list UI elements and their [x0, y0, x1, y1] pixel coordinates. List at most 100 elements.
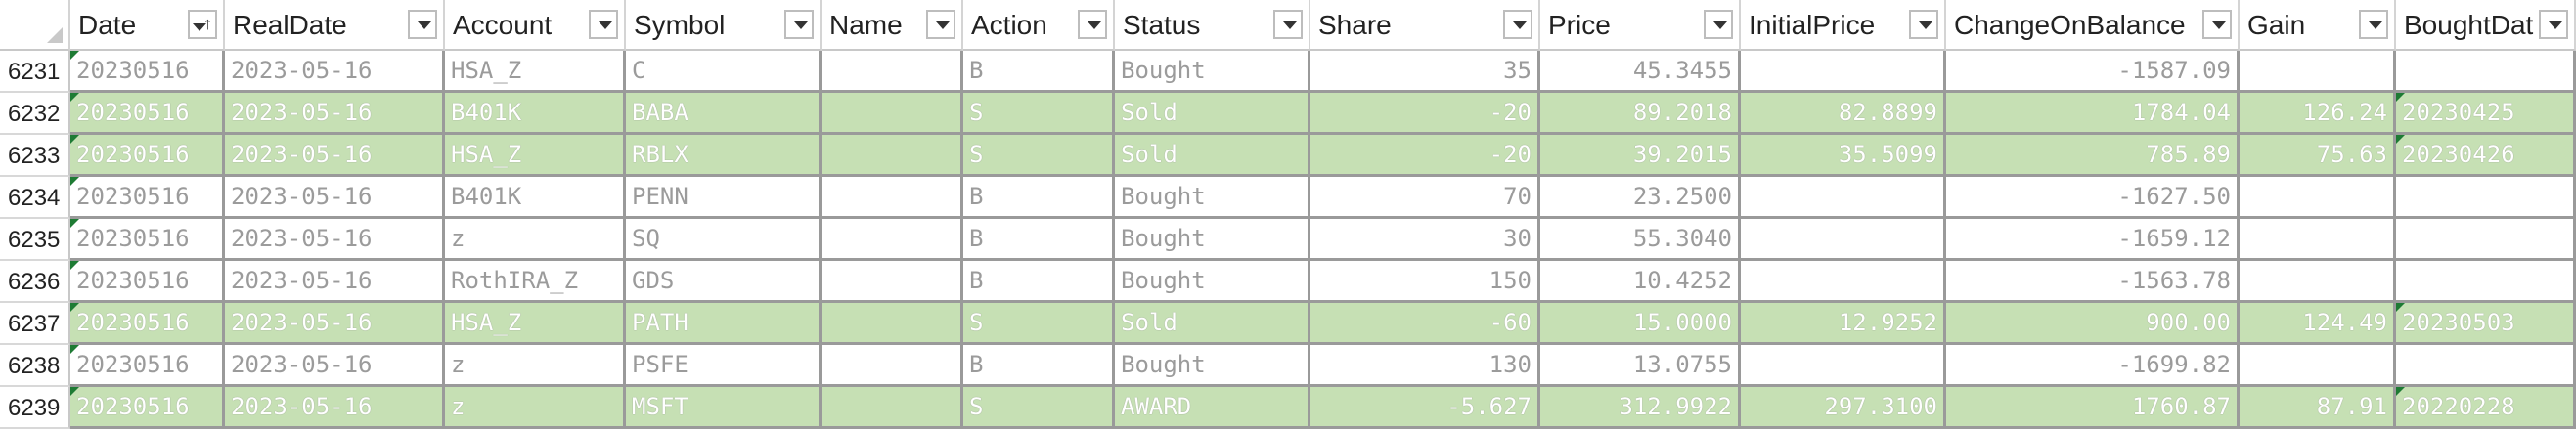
cell-price[interactable]: 13.0755 [1540, 345, 1741, 387]
cell-share[interactable]: 70 [1310, 177, 1540, 219]
cell-status[interactable]: Bought [1115, 51, 1310, 93]
cell-realdate[interactable]: 2023-05-16 [225, 219, 445, 261]
cell-account[interactable]: HSA_Z [445, 303, 626, 345]
cell-gain[interactable]: 126.24 [2240, 93, 2396, 135]
cell-account[interactable]: HSA_Z [445, 135, 626, 177]
cell-status[interactable]: Bought [1115, 345, 1310, 387]
cell-action[interactable]: B [963, 51, 1115, 93]
cell-realdate[interactable]: 2023-05-16 [225, 303, 445, 345]
cell-changeonbalance[interactable]: -1699.82 [1946, 345, 2240, 387]
cell-account[interactable]: RothIRA_Z [445, 261, 626, 303]
filter-dropdown-button[interactable] [784, 10, 814, 39]
cell-symbol[interactable]: BABA [626, 93, 822, 135]
filter-dropdown-button[interactable] [408, 10, 437, 39]
cell-price[interactable]: 15.0000 [1540, 303, 1741, 345]
cell-action[interactable]: B [963, 261, 1115, 303]
cell-price[interactable]: 312.9922 [1540, 387, 1741, 429]
cell-action[interactable]: S [963, 93, 1115, 135]
cell-status[interactable]: Bought [1115, 177, 1310, 219]
column-header-initialprice[interactable]: InitialPrice [1741, 0, 1946, 51]
select-all-corner[interactable] [0, 0, 70, 51]
cell-gain[interactable]: 124.49 [2240, 303, 2396, 345]
cell-name[interactable] [822, 93, 963, 135]
cell-changeonbalance[interactable]: 1784.04 [1946, 93, 2240, 135]
cell-date[interactable]: 20230516 [70, 303, 225, 345]
cell-action[interactable]: S [963, 387, 1115, 429]
cell-date[interactable]: 20230516 [70, 387, 225, 429]
cell-account[interactable]: z [445, 219, 626, 261]
cell-realdate[interactable]: 2023-05-16 [225, 51, 445, 93]
cell-status[interactable]: Bought [1115, 261, 1310, 303]
cell-account[interactable]: HSA_Z [445, 51, 626, 93]
cell-realdate[interactable]: 2023-05-16 [225, 177, 445, 219]
cell-share[interactable]: 35 [1310, 51, 1540, 93]
cell-share[interactable]: 130 [1310, 345, 1540, 387]
cell-price[interactable]: 45.3455 [1540, 51, 1741, 93]
cell-account[interactable]: B401K [445, 177, 626, 219]
cell-realdate[interactable]: 2023-05-16 [225, 387, 445, 429]
cell-gain[interactable] [2240, 51, 2396, 93]
cell-symbol[interactable]: C [626, 51, 822, 93]
cell-initialprice[interactable] [1741, 51, 1946, 93]
sort-filter-button[interactable]: ↑ [188, 10, 217, 39]
cell-name[interactable] [822, 261, 963, 303]
cell-gain[interactable] [2240, 345, 2396, 387]
cell-share[interactable]: 30 [1310, 219, 1540, 261]
cell-realdate[interactable]: 2023-05-16 [225, 345, 445, 387]
cell-initialprice[interactable] [1741, 345, 1946, 387]
filter-dropdown-button[interactable] [1273, 10, 1303, 39]
cell-gain[interactable] [2240, 261, 2396, 303]
cell-action[interactable]: B [963, 345, 1115, 387]
cell-account[interactable]: z [445, 387, 626, 429]
column-header-symbol[interactable]: Symbol [626, 0, 822, 51]
column-header-status[interactable]: Status [1115, 0, 1310, 51]
cell-realdate[interactable]: 2023-05-16 [225, 93, 445, 135]
cell-price[interactable]: 89.2018 [1540, 93, 1741, 135]
cell-price[interactable]: 39.2015 [1540, 135, 1741, 177]
cell-status[interactable]: AWARD [1115, 387, 1310, 429]
cell-date[interactable]: 20230516 [70, 345, 225, 387]
cell-changeonbalance[interactable]: 785.89 [1946, 135, 2240, 177]
row-number[interactable]: 6234 [0, 177, 70, 219]
column-header-boughtdat[interactable]: BoughtDat [2396, 0, 2576, 51]
cell-boughtdat[interactable]: 20220228 [2396, 387, 2576, 429]
cell-changeonbalance[interactable]: -1659.12 [1946, 219, 2240, 261]
column-header-account[interactable]: Account [445, 0, 626, 51]
cell-date[interactable]: 20230516 [70, 261, 225, 303]
row-number[interactable]: 6239 [0, 387, 70, 429]
cell-gain[interactable]: 87.91 [2240, 387, 2396, 429]
cell-symbol[interactable]: PATH [626, 303, 822, 345]
row-number[interactable]: 6233 [0, 135, 70, 177]
cell-name[interactable] [822, 135, 963, 177]
cell-symbol[interactable]: SQ [626, 219, 822, 261]
column-header-price[interactable]: Price [1540, 0, 1741, 51]
cell-symbol[interactable]: RBLX [626, 135, 822, 177]
cell-initialprice[interactable]: 297.3100 [1741, 387, 1946, 429]
cell-boughtdat[interactable] [2396, 177, 2576, 219]
cell-gain[interactable] [2240, 219, 2396, 261]
cell-boughtdat[interactable]: 20230503 [2396, 303, 2576, 345]
cell-realdate[interactable]: 2023-05-16 [225, 135, 445, 177]
cell-initialprice[interactable] [1741, 261, 1946, 303]
filter-dropdown-button[interactable] [2202, 10, 2232, 39]
cell-gain[interactable] [2240, 177, 2396, 219]
cell-share[interactable]: -60 [1310, 303, 1540, 345]
cell-name[interactable] [822, 219, 963, 261]
filter-dropdown-button[interactable] [1704, 10, 1733, 39]
row-number[interactable]: 6238 [0, 345, 70, 387]
cell-share[interactable]: -5.627 [1310, 387, 1540, 429]
cell-initialprice[interactable]: 82.8899 [1741, 93, 1946, 135]
column-header-date[interactable]: Date ↑ [70, 0, 225, 51]
column-header-share[interactable]: Share [1310, 0, 1540, 51]
filter-dropdown-button[interactable] [1909, 10, 1938, 39]
row-number[interactable]: 6237 [0, 303, 70, 345]
cell-price[interactable]: 10.4252 [1540, 261, 1741, 303]
cell-boughtdat[interactable] [2396, 345, 2576, 387]
cell-symbol[interactable]: PENN [626, 177, 822, 219]
cell-name[interactable] [822, 387, 963, 429]
cell-boughtdat[interactable]: 20230426 [2396, 135, 2576, 177]
cell-boughtdat[interactable] [2396, 219, 2576, 261]
column-header-action[interactable]: Action [963, 0, 1115, 51]
cell-date[interactable]: 20230516 [70, 177, 225, 219]
cell-account[interactable]: B401K [445, 93, 626, 135]
